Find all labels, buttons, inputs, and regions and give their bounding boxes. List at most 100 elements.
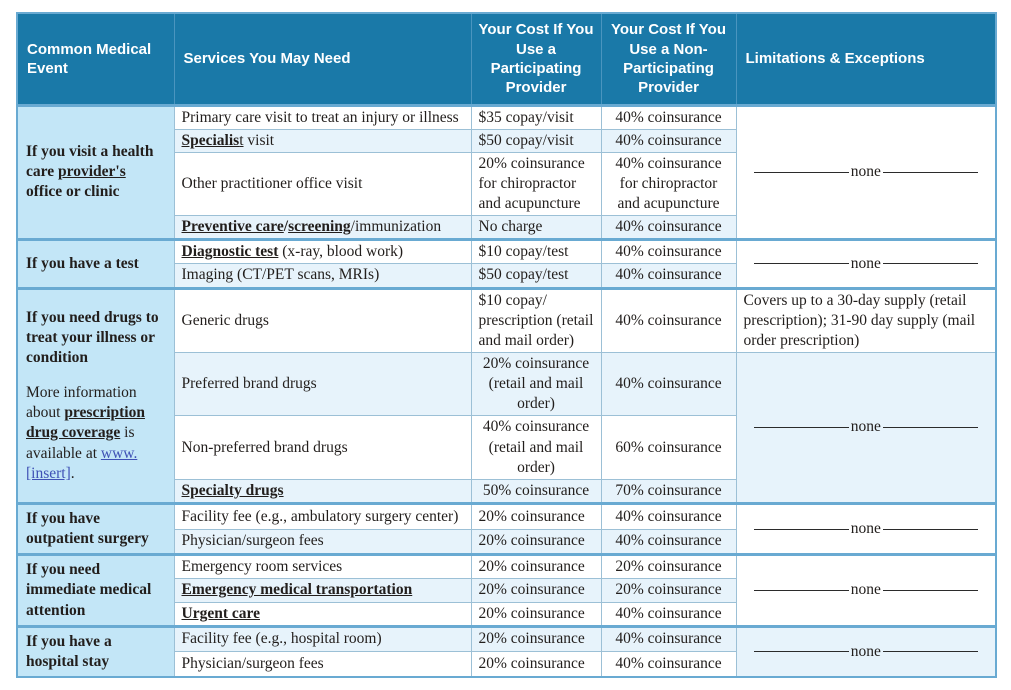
text-segment: Non-preferred brand drugs (181, 438, 348, 456)
event-paragraph: If you need drugs to treat your illness … (26, 308, 166, 368)
column-header-limitations: Limitations & Exceptions (735, 12, 997, 106)
none-label: none (850, 581, 881, 599)
insert-link[interactable]: www.​[insert] (26, 444, 138, 482)
participating-cost-cell: $50 copay/visit (470, 128, 602, 153)
event-cell-office-visit: If you visit a health care provider's of… (16, 104, 175, 241)
none-dash-line (882, 171, 979, 173)
none-dash-line (753, 171, 849, 173)
glossary-term[interactable]: Specialis (181, 131, 240, 149)
none-dash-line (882, 427, 979, 429)
text-segment: Generic drugs (181, 311, 269, 329)
event-paragraph: More information about prescription drug… (26, 383, 166, 484)
none-indicator: none (744, 642, 989, 662)
table-row: Imaging (CT/PET scans, MRIs) $50 copay/te… (17, 263, 996, 289)
service-cell: Specialty drugs (173, 478, 472, 505)
limitations-cell: Covers up to a 30-day supply (retail pre… (735, 287, 997, 354)
text-segment: If you have a hospital stay (26, 632, 112, 670)
table-row: Emergency medical transportation 20% coin… (17, 578, 996, 603)
non-participating-cost-cell: 40% coinsurance (600, 528, 737, 556)
none-label: none (850, 418, 881, 436)
service-cell: Physician/surgeon fees (173, 651, 472, 678)
none-dash-line (753, 528, 849, 530)
limitations-cell: none (735, 352, 997, 505)
table-row: If you have outpatient surgery Facility f… (16, 503, 997, 556)
none-indicator: none (744, 519, 989, 539)
none-indicator: none (744, 417, 989, 437)
text-segment: More information about (26, 384, 137, 422)
text-segment: visit (243, 131, 275, 149)
column-header-services: Services You May Need (173, 12, 472, 106)
service-cell: Diagnostic test (x-ray, blood work) (173, 239, 472, 265)
glossary-term[interactable]: prescription drug coverage (26, 404, 145, 442)
text-segment: If you have outpatient surgery (26, 510, 149, 548)
text-segment: If you visit a health care (26, 143, 154, 181)
table-header: Common Medical Event Services You May Nee… (16, 12, 997, 106)
none-dash-line (882, 651, 979, 653)
section-hospital-stay: If you have a hospital stay Facility fee … (16, 625, 997, 678)
none-label: none (850, 520, 881, 538)
service-cell: Emergency medical transportation (173, 578, 472, 603)
glossary-term[interactable]: Diagnostic test (181, 243, 279, 261)
participating-cost-cell: 20% coinsurance (470, 528, 602, 556)
non-participating-cost-cell: 40% coinsurance (600, 263, 737, 289)
text-segment: . (70, 464, 75, 482)
event-paragraph: If you have a test (26, 254, 166, 274)
none-dash-line (753, 427, 849, 429)
glossary-term[interactable]: Specialty drugs (181, 481, 284, 499)
benefits-table: Common Medical Event Services You May Nee… (16, 12, 997, 679)
text-segment: Physician/surgeon fees (181, 655, 324, 673)
text-segment: If you need drugs to treat your illness … (26, 308, 159, 367)
text-segment: If you need immediate medical attention (26, 561, 152, 619)
table-row: If you visit a health care provider's of… (16, 104, 997, 241)
column-header-participating: Your Cost If You Use a Participating Pro… (470, 12, 602, 106)
section-office-visit: If you visit a health care provider's of… (16, 104, 997, 241)
table-row: If you need drugs to treat your illness … (16, 287, 997, 505)
glossary-term[interactable]: provider's (57, 163, 126, 181)
limitations-cell: none (735, 239, 997, 289)
column-header-event: Common Medical Event (16, 12, 175, 106)
glossary-term[interactable]: screening (288, 218, 351, 236)
none-indicator: none (744, 254, 989, 274)
glossary-term[interactable]: Preventive care (181, 218, 284, 236)
participating-cost-cell: 20% coinsurance (470, 554, 602, 580)
text-segment: Primary care visit to treat an injury or… (181, 108, 459, 126)
non-participating-cost-cell: 40% coinsurance (600, 287, 737, 354)
participating-cost-cell: $50 copay/test (470, 263, 602, 289)
non-participating-cost-cell: 40% coinsurance (600, 215, 737, 241)
non-participating-cost-cell: 40% coinsurance (600, 239, 737, 265)
event-paragraph: If you need immediate medical attention (26, 560, 166, 620)
glossary-term[interactable]: Emergency medical transportation (181, 581, 413, 599)
text-segment: t (239, 131, 244, 149)
service-cell: Emergency room services (173, 554, 472, 580)
non-participating-cost-cell: 40% coinsurance (600, 128, 737, 153)
none-dash-line (882, 590, 979, 592)
none-dash-line (753, 590, 849, 592)
table-row: Non-preferred brand drugs 40% coinsurance… (17, 415, 996, 480)
participating-cost-cell: 20% coinsurance (470, 625, 602, 653)
table-row: Urgent care 20% coinsurance 40% coinsuranc… (17, 601, 996, 627)
none-label: none (850, 254, 881, 272)
non-participating-cost-cell: 70% coinsurance (600, 478, 737, 505)
participating-cost-cell: 40% coinsurance (retail and mail order) (470, 415, 602, 480)
participating-cost-cell: 20% coinsurance (retail and mail order) (470, 352, 602, 417)
text-segment: Emergency room services (181, 558, 343, 576)
event-paragraph: If you have a hospital stay (26, 632, 166, 672)
text-segment: (x-ray, blood work) (278, 243, 404, 261)
non-participating-cost-cell: 40% coinsurance (600, 625, 737, 653)
participating-cost-cell: 50% coinsurance (470, 478, 602, 505)
glossary-term[interactable]: Urgent care (181, 604, 260, 622)
event-cell-test: If you have a test (16, 239, 175, 289)
service-cell: Other practitioner office visit (173, 151, 472, 217)
text-segment: Imaging (CT/PET scans, MRIs) (181, 266, 380, 284)
text-segment: is available at (26, 424, 135, 462)
event-paragraph: If you have outpatient surgery (26, 509, 166, 549)
non-participating-cost-cell: 40% coinsurance (600, 352, 737, 417)
none-indicator: none (744, 580, 989, 600)
text-segment: office or clinic (26, 183, 120, 201)
none-dash-line (882, 263, 979, 265)
non-participating-cost-cell: 40% coinsurance (600, 601, 737, 627)
participating-cost-cell: 20% coinsurance (470, 503, 602, 530)
service-cell: Non-preferred brand drugs (173, 415, 472, 480)
section-drugs: If you need drugs to treat your illness … (16, 287, 997, 505)
